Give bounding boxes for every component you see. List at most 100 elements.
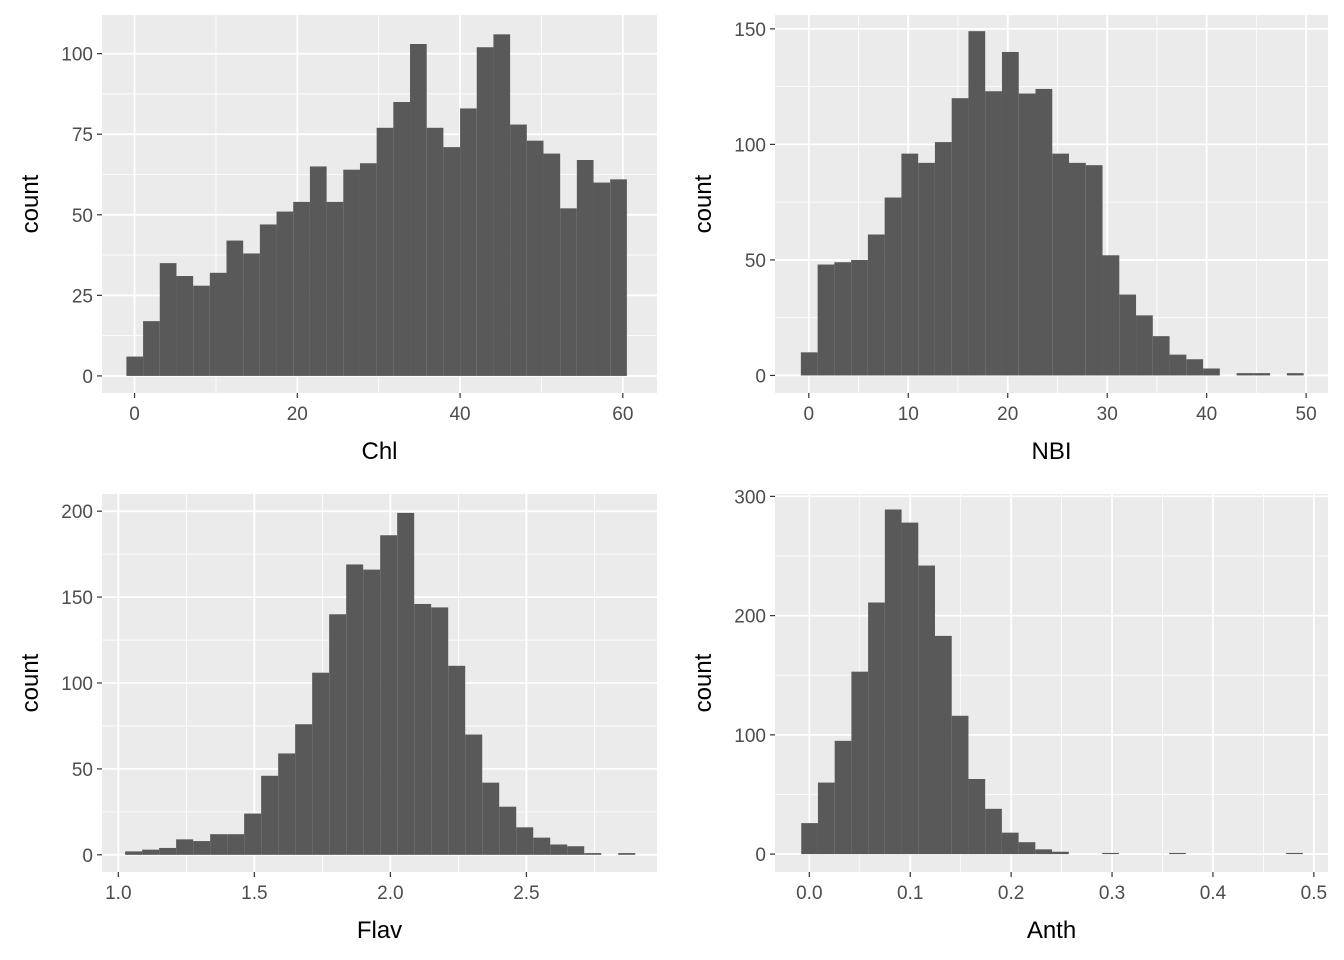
histogram-bar xyxy=(801,823,818,855)
histogram-bar xyxy=(426,127,444,376)
histogram-bar xyxy=(968,778,986,855)
y-tick-label: 150 xyxy=(61,588,93,609)
x-tick-label: 0.0 xyxy=(796,883,822,904)
x-tick-label: 0 xyxy=(804,404,815,425)
histogram-bar xyxy=(176,839,194,855)
y-tick-label: 100 xyxy=(734,135,766,156)
histogram-bar xyxy=(576,160,594,376)
x-tick-label: 2.0 xyxy=(377,883,403,904)
histogram-bar xyxy=(1052,153,1070,376)
x-tick-label: 30 xyxy=(1097,404,1118,425)
histogram-bar xyxy=(1018,842,1036,855)
histogram-bar xyxy=(244,813,262,855)
histogram-bar xyxy=(834,740,852,855)
histogram-bar xyxy=(800,352,818,376)
x-tick-label: 0.3 xyxy=(1099,883,1125,904)
histogram-bar xyxy=(393,102,411,376)
histogram-bar xyxy=(1253,373,1271,376)
histogram-bar xyxy=(610,179,627,376)
panel-anth-y-axis-title: count xyxy=(690,653,717,712)
histogram-bar xyxy=(834,262,852,376)
histogram-bar xyxy=(851,259,868,376)
histogram-bar xyxy=(985,91,1002,376)
x-tick-label: 1.5 xyxy=(241,883,267,904)
x-tick-label: 60 xyxy=(612,404,633,425)
histogram-bar xyxy=(293,201,310,376)
histogram-bar xyxy=(295,724,313,855)
histogram-bar xyxy=(397,512,415,855)
x-tick-label: 0.5 xyxy=(1301,883,1327,904)
x-tick-label: 0.1 xyxy=(897,883,923,904)
histogram-bar xyxy=(1035,849,1053,855)
x-tick-label: 10 xyxy=(898,404,919,425)
histogram-bar xyxy=(1186,359,1204,376)
y-tick-label: 0 xyxy=(755,366,766,387)
histogram-bar xyxy=(142,849,160,855)
histogram-bar xyxy=(533,837,551,855)
histogram-bar xyxy=(309,166,327,376)
histogram-bar xyxy=(951,715,969,855)
x-tick-label: 0.4 xyxy=(1200,883,1227,904)
histogram-bar xyxy=(482,782,500,855)
histogram-bar xyxy=(1169,354,1187,376)
panel-flav-bars xyxy=(125,512,636,855)
histogram-bar xyxy=(460,108,477,376)
histogram-bar xyxy=(1119,294,1137,376)
histogram-bar xyxy=(550,844,568,855)
histogram-bar xyxy=(1018,93,1036,376)
x-tick-label: 0 xyxy=(129,404,140,425)
x-tick-label: 50 xyxy=(1296,404,1317,425)
histogram-bar xyxy=(226,240,244,376)
histogram-bar xyxy=(493,34,511,376)
histogram-bar xyxy=(1102,852,1119,855)
histogram-bar xyxy=(1286,852,1303,855)
histogram-bar xyxy=(227,834,245,855)
histogram-bar xyxy=(261,775,279,855)
histogram-bar xyxy=(1169,852,1186,855)
histogram-bar xyxy=(343,169,360,376)
histogram-bar xyxy=(593,182,611,376)
histogram-bar xyxy=(431,607,449,855)
y-tick-label: 300 xyxy=(734,487,766,508)
panel-nbi-bars xyxy=(800,31,1304,376)
histogram-bar xyxy=(1001,51,1019,376)
histogram-bar xyxy=(278,753,296,855)
histogram-bar xyxy=(618,853,636,855)
panel-nbi: 0 10 20 30 40 50 0 50 100 150 NBI count xyxy=(690,15,1328,465)
histogram-bar xyxy=(560,208,577,376)
histogram-bar xyxy=(176,276,194,376)
panel-nbi-y-axis-title: count xyxy=(690,174,717,233)
panel-nbi-axes: 0 10 20 30 40 50 0 50 100 150 xyxy=(734,20,1316,425)
histogram-bar xyxy=(918,565,936,855)
histogram-bar xyxy=(1069,162,1086,376)
histogram-bar xyxy=(126,356,144,376)
histogram-bar xyxy=(1236,373,1254,376)
histogram-bar xyxy=(1102,255,1120,376)
panel-anth-bars xyxy=(801,509,1303,855)
histogram-bar xyxy=(346,564,364,855)
panel-chl-x-axis-title: Chl xyxy=(361,438,397,465)
y-tick-label: 100 xyxy=(61,674,93,695)
histogram-bar xyxy=(193,841,211,855)
histogram-bar xyxy=(884,509,902,855)
x-tick-label: 40 xyxy=(1196,404,1217,425)
y-tick-label: 0 xyxy=(82,846,93,867)
histogram-bar xyxy=(1136,315,1153,376)
histogram-bar xyxy=(159,847,177,855)
panel-chl-y-axis-title: count xyxy=(17,174,44,233)
x-tick-label: 20 xyxy=(997,404,1018,425)
x-tick-label: 40 xyxy=(449,404,470,425)
histogram-bar xyxy=(901,153,919,376)
histogram-bar xyxy=(1001,832,1019,855)
histogram-bar xyxy=(884,197,902,376)
panel-chl-bars xyxy=(126,34,627,376)
y-tick-label: 50 xyxy=(72,760,93,781)
histogram-bar xyxy=(259,224,277,376)
panel-chl: 0 20 40 60 0 25 50 75 100 Chl count xyxy=(17,15,657,465)
histogram-bar xyxy=(934,142,952,376)
histogram-bar xyxy=(448,665,466,855)
y-tick-label: 0 xyxy=(82,367,93,388)
histogram-bar xyxy=(584,853,602,855)
panel-flav-axes: 1.0 1.5 2.0 2.5 0 50 100 150 200 xyxy=(61,502,539,904)
y-tick-label: 50 xyxy=(745,251,766,272)
